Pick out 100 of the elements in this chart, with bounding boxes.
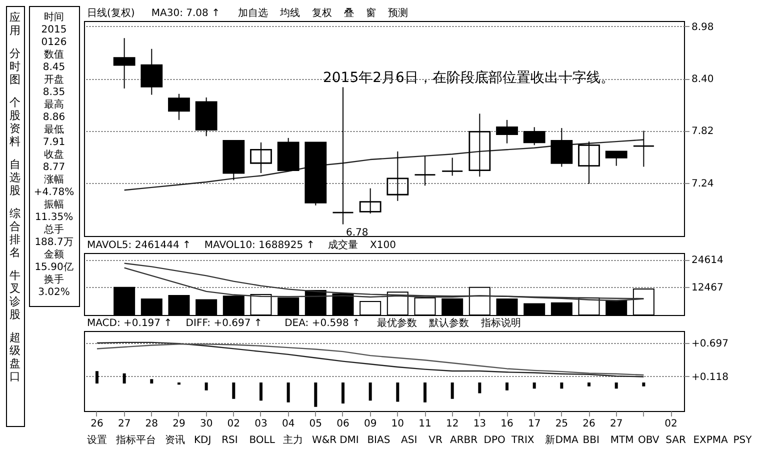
text: 2015 (41, 24, 67, 36)
x-tick-label: 04 (282, 418, 295, 430)
x-tick-label: 03 (254, 418, 268, 430)
text: 应用 (10, 11, 20, 37)
text: 复权 (312, 7, 332, 19)
text: VR (428, 435, 442, 446)
text: 日线(复权) (87, 7, 135, 19)
text: BBI (582, 435, 600, 446)
x-tick-label: 27 (118, 418, 131, 430)
text: 7.91 (42, 137, 66, 148)
x-tick-label: 17 (528, 418, 541, 430)
text: 成交量 (328, 239, 358, 251)
text: MAVOL10: 1688925 ↑ (204, 240, 315, 251)
text: EXPMA (693, 435, 728, 446)
text: 8.86 (42, 112, 66, 123)
x-tick-label: 26 (90, 418, 104, 430)
text: 8.35 (42, 87, 66, 98)
text: 换手 (44, 274, 64, 286)
text: 牛叉诊股 (10, 269, 20, 321)
text: 均线 (278, 7, 300, 19)
text: DEA: +0.598 ↑ (284, 318, 360, 329)
text: 振幅 (44, 198, 64, 210)
text: ASI (401, 435, 418, 446)
text: 窗 (366, 7, 376, 19)
text: 分时图 (10, 47, 20, 86)
text: 最优参数 (377, 317, 418, 329)
x-tick-label: 29 (172, 418, 186, 430)
annotation: 2015年2月6日，在阶段底部位置收出十字线。 (323, 70, 614, 86)
text: DMI (340, 435, 359, 446)
x-tick-label: 02 (227, 418, 240, 430)
x-tick-label: 05 (309, 418, 322, 430)
x-tick-label: 16 (500, 418, 514, 430)
text: PSY (733, 435, 753, 446)
text: 数值 (44, 50, 64, 60)
x-tick-label: 11 (418, 418, 432, 430)
y-tick-label: +0.118 (692, 372, 729, 383)
x-tick-label: 25 (555, 418, 568, 430)
text: 收盘 (44, 148, 64, 160)
text: 个股资料 (10, 96, 20, 148)
text: X100 (370, 240, 396, 251)
text: 设置 (87, 434, 107, 446)
text: DIFF: +0.697 ↑ (186, 318, 262, 329)
text: OBV (638, 435, 660, 446)
text: 最高 (44, 98, 64, 110)
text: 加自选 (238, 7, 268, 19)
x-tick-label: 10 (391, 418, 404, 430)
text: 综合排名 (10, 207, 20, 259)
text: 预测 (388, 7, 408, 19)
text: W&R (312, 435, 337, 446)
text: 8.45 (42, 62, 66, 73)
text: 指标说明 (480, 317, 522, 329)
text: +4.78% (34, 187, 74, 198)
text: 主力 (283, 434, 303, 446)
y-tick-label: 7.82 (692, 126, 714, 138)
text: 金额 (44, 248, 64, 260)
x-tick-label: 30 (200, 418, 213, 430)
text: ARBR (450, 435, 478, 446)
x-tick-label: 27 (610, 418, 623, 430)
text: BOLL (249, 435, 276, 446)
text: 超级盘口 (10, 331, 20, 383)
text: 最低 (44, 124, 64, 136)
text: 时间 (44, 11, 64, 23)
text: MTM (610, 435, 634, 446)
text: 指标平台 (115, 434, 156, 446)
text: KDJ (194, 435, 212, 446)
text: 3.02% (38, 287, 70, 298)
y-tick-label: +0.697 (692, 338, 729, 350)
y-tick-label: 8.98 (692, 22, 714, 33)
text: MA30: 7.08 ↑ (151, 8, 220, 19)
text: RSI (222, 435, 238, 446)
text: DPO (484, 435, 506, 446)
text: 总手 (43, 224, 64, 236)
y-tick-label: 7.24 (692, 178, 714, 190)
text: 自选股 (10, 158, 20, 197)
text: 15.90亿 (34, 262, 74, 273)
y-tick-label: 12467 (692, 282, 724, 294)
x-tick-label: 12 (446, 418, 459, 430)
text: BIAS (367, 435, 390, 446)
x-tick-label: 09 (364, 418, 377, 430)
text: MACD: +0.197 ↑ (87, 318, 172, 329)
text: 0126 (41, 37, 67, 48)
text: 8.77 (42, 162, 66, 173)
text: 涨幅 (44, 174, 64, 186)
text: 新DMA (545, 434, 579, 446)
y-tick-label: 24614 (692, 255, 724, 266)
y-tick-label: 8.40 (692, 74, 714, 86)
text: 11.35% (34, 212, 74, 223)
x-tick-label: 26 (582, 418, 596, 430)
x-tick-label: 13 (473, 418, 486, 430)
text: TRIX (510, 435, 534, 446)
text: MAVOL5: 2461444 ↑ (87, 240, 191, 251)
text: 叠 (344, 8, 354, 19)
annotation: 6.78 (346, 227, 368, 238)
text: 默认参数 (428, 317, 470, 329)
text: 188.7万 (34, 237, 74, 248)
x-tick-label: 02 (664, 418, 678, 430)
x-tick-label: 06 (336, 418, 350, 430)
text: SAR (666, 435, 686, 446)
text: 开盘 (44, 74, 64, 86)
x-tick-label: 28 (145, 418, 158, 430)
